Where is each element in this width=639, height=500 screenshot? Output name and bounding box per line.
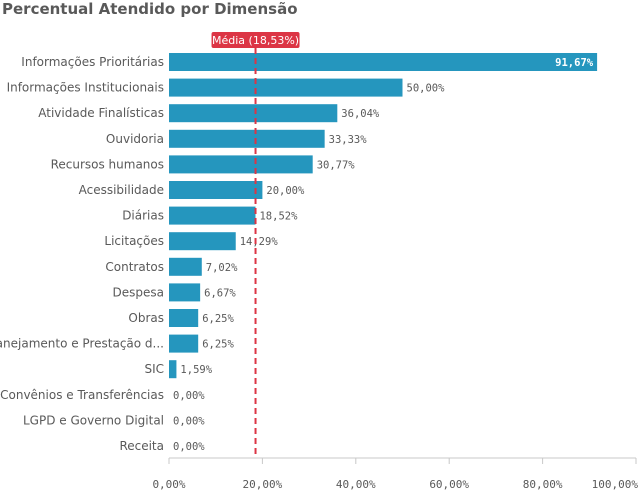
x-tick-label: 20,00% [243, 478, 283, 491]
bar[interactable] [169, 334, 199, 353]
x-tick-label: 0,00% [152, 478, 185, 491]
bar[interactable] [169, 78, 403, 97]
category-label: Obras [128, 311, 164, 325]
bar[interactable] [169, 309, 199, 327]
chart-title: Percentual Atendido por Dimensão [2, 0, 298, 18]
bar[interactable] [169, 283, 201, 302]
data-label: 91,67% [555, 57, 594, 69]
bar[interactable] [169, 181, 263, 199]
category-label: Recursos humanos [51, 157, 164, 171]
category-label: Contratos [105, 260, 164, 274]
bar[interactable] [169, 104, 338, 123]
category-label: Planejamento e Prestação d... [0, 337, 164, 351]
bar[interactable] [169, 232, 236, 251]
average-reference-label: Média (18,53%) [212, 34, 299, 47]
data-label: 0,00% [173, 441, 205, 453]
data-label: 30,77% [317, 159, 356, 171]
bar[interactable] [169, 129, 325, 148]
bar[interactable] [169, 360, 177, 379]
data-label: 1,59% [180, 364, 212, 376]
x-tick-label: 40,00% [336, 478, 376, 491]
data-label: 18,52% [259, 211, 298, 223]
average-reference-badge [211, 32, 300, 48]
bar[interactable] [169, 155, 313, 174]
category-label: Despesa [113, 285, 164, 299]
data-label: 6,25% [202, 339, 234, 351]
bar[interactable] [169, 53, 598, 71]
x-tick-label: 100,00% [592, 478, 639, 491]
category-label: Ouvidoria [106, 132, 164, 146]
data-label: 6,67% [204, 287, 236, 299]
category-label: Convênios e Transferências [0, 388, 164, 402]
bar[interactable] [169, 257, 202, 276]
data-label: 0,00% [173, 415, 205, 427]
data-label: 0,00% [173, 390, 205, 402]
data-label: 20,00% [266, 185, 305, 197]
data-label: 50,00% [407, 83, 446, 95]
data-label: 6,25% [202, 313, 234, 325]
x-tick-label: 60,00% [429, 478, 469, 491]
data-label: 7,02% [206, 262, 238, 274]
data-label: 33,33% [329, 134, 368, 146]
category-label: Diárias [122, 209, 164, 223]
data-label: 14,29% [240, 236, 279, 248]
category-label: LGPD e Governo Digital [23, 413, 164, 427]
category-label: SIC [144, 362, 164, 376]
category-label: Licitações [104, 234, 164, 248]
category-label: Informações Institucionais [7, 81, 164, 95]
bar[interactable] [169, 206, 256, 225]
data-label: 36,04% [341, 108, 380, 120]
x-tick-label: 80,00% [523, 478, 563, 491]
category-label: Informações Prioritárias [21, 55, 164, 69]
category-label: Receita [119, 439, 164, 453]
category-label: Atividade Finalísticas [38, 106, 164, 120]
category-label: Acessibilidade [79, 183, 164, 197]
